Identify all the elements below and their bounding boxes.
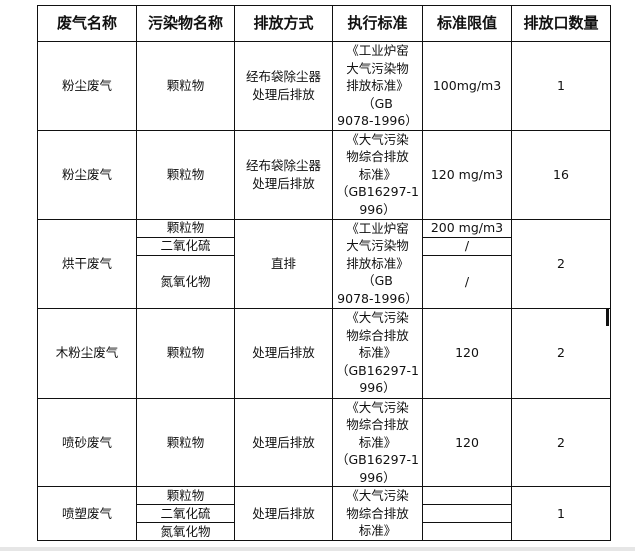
method: 处理后排放 <box>234 307 333 399</box>
table-row: 木粉尘废气 颗粒物 处理后排放 《大气污染 物综合排放 标准》 （GB16297… <box>37 307 611 399</box>
table-row: 粉尘废气 颗粒物 经布袋除尘器 处理后排放 《工业炉窑 大气污染物 排放标准》 … <box>37 41 611 131</box>
header-outlet-count: 排放口数量 <box>511 5 611 42</box>
standard: 《工业炉窑 大气污染物 排放标准》 （GB 9078-1996） <box>332 41 423 131</box>
table-subrow: 氮氧化物 <box>38 522 611 541</box>
method: 直排 <box>234 218 333 309</box>
standard: 《工业炉窑 大气污染物 排放标准》 （GB 9078-1996） <box>332 218 423 309</box>
table-row: 喷砂废气 颗粒物 处理后排放 《大气污染 物综合排放 标准》 （GB16297-… <box>37 397 611 487</box>
header-gas-name: 废气名称 <box>37 5 137 42</box>
method: 经布袋除尘器 处理后排放 <box>234 41 333 131</box>
gas-name: 粉尘废气 <box>37 129 137 220</box>
limit <box>422 486 512 505</box>
limit: / <box>422 254 512 309</box>
pollutant: 颗粒物 <box>136 129 235 220</box>
limit: 100mg/m3 <box>422 41 512 131</box>
pollutant: 颗粒物 <box>136 397 235 487</box>
table-row: 喷塑废气 颗粒物 处理后排放 《大气污染 物综合排放 标准》 1 <box>37 486 611 541</box>
limit: 120 <box>422 307 512 399</box>
gas-name: 喷塑废气 <box>37 486 137 541</box>
method: 处理后排放 <box>234 486 333 541</box>
pollutant: 二氧化硫 <box>136 504 235 523</box>
outlet-count: 2 <box>511 307 611 399</box>
header-method: 排放方式 <box>234 5 333 42</box>
limit <box>422 522 512 541</box>
method: 经布袋除尘器 处理后排放 <box>234 129 333 220</box>
standard: 《大气污染 物综合排放 标准》 （GB16297-1 996） <box>332 129 423 220</box>
outlet-count: 2 <box>511 218 611 309</box>
outlet-count: 1 <box>511 486 611 541</box>
limit <box>422 504 512 523</box>
limit: / <box>422 236 512 256</box>
standard: 《大气污染 物综合排放 标准》 （GB16297-1 996） <box>332 397 423 487</box>
standard: 《大气污染 物综合排放 标准》 （GB16297-1 996） <box>332 307 423 399</box>
header-limit: 标准限值 <box>422 5 512 42</box>
header-row: 废气名称 污染物名称 排放方式 执行标准 标准限值 排放口数量 <box>37 5 611 42</box>
outlet-count: 2 <box>511 397 611 487</box>
header-standard: 执行标准 <box>332 5 423 42</box>
pollutant: 颗粒物 <box>136 41 235 131</box>
pollutant: 颗粒物 <box>136 307 235 399</box>
text-cursor-marker <box>606 308 609 326</box>
limit: 120 <box>422 397 512 487</box>
table-row: 粉尘废气 颗粒物 经布袋除尘器 处理后排放 《大气污染 物综合排放 标准》 （G… <box>37 129 611 220</box>
limit: 120 mg/m3 <box>422 129 512 220</box>
gas-name: 喷砂废气 <box>37 397 137 487</box>
gas-name: 木粉尘废气 <box>37 307 137 399</box>
emission-table: 废气名称 污染物名称 排放方式 执行标准 标准限值 排放口数量 粉尘废气 颗粒物… <box>37 5 611 541</box>
table-subrow: 二氧化硫 <box>38 504 611 523</box>
gas-name: 粉尘废气 <box>37 41 137 131</box>
standard: 《大气污染 物综合排放 标准》 <box>332 486 423 541</box>
pollutant: 氮氧化物 <box>136 254 235 309</box>
outlet-count: 1 <box>511 41 611 131</box>
bottom-scroll-edge <box>0 547 635 551</box>
outlet-count: 16 <box>511 129 611 220</box>
header-pollutant: 污染物名称 <box>136 5 235 42</box>
method: 处理后排放 <box>234 397 333 487</box>
pollutant: 颗粒物 <box>136 486 235 505</box>
limit: 200 mg/m3 <box>422 218 512 238</box>
pollutant: 二氧化硫 <box>136 236 235 256</box>
pollutant: 氮氧化物 <box>136 522 235 541</box>
table-row: 烘干废气 颗粒物 直排 《工业炉窑 大气污染物 排放标准》 （GB 9078-1… <box>37 218 611 309</box>
table-subrow: 氮氧化物 / <box>38 254 611 309</box>
pollutant: 颗粒物 <box>136 218 235 238</box>
gas-name: 烘干废气 <box>37 218 137 309</box>
